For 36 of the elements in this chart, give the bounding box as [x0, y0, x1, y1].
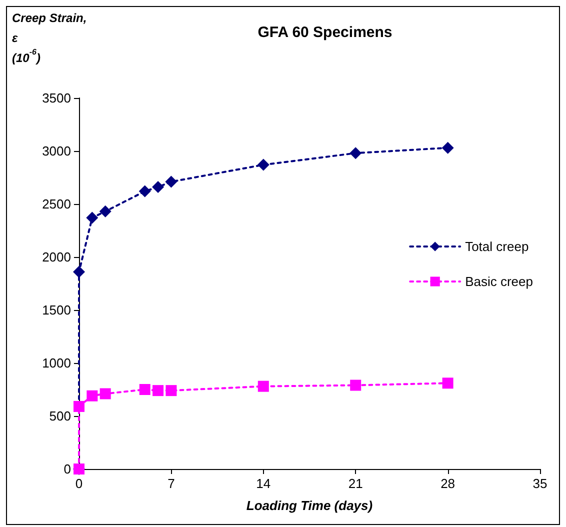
- point: [166, 385, 177, 396]
- x-axis-title: Loading Time (days): [246, 498, 373, 513]
- point: [86, 390, 98, 402]
- x-tick-label: 7: [168, 476, 175, 491]
- point: [100, 388, 111, 400]
- x-tick-label: 21: [348, 476, 363, 491]
- y-tick-label: 3500: [42, 90, 71, 106]
- y-tick-label: 3000: [42, 144, 71, 158]
- x-tick-label: 35: [532, 476, 548, 491]
- y-tick-label: 2500: [42, 196, 71, 212]
- x-tick-label: 0: [75, 476, 83, 491]
- chart-title: GFA 60 Specimens: [258, 24, 392, 41]
- point: [257, 158, 270, 171]
- y-tick-label: 1000: [42, 356, 71, 370]
- point: [350, 147, 362, 160]
- point: [442, 378, 454, 389]
- y-tick-label: 500: [49, 408, 71, 424]
- y-tick-label: 1500: [42, 302, 71, 318]
- legend-label: Basic creep: [465, 274, 533, 289]
- x-tick-label: 14: [256, 476, 271, 491]
- point: [99, 205, 112, 218]
- point: [258, 380, 269, 392]
- point: [442, 142, 454, 154]
- point: [350, 380, 362, 391]
- point: [139, 384, 150, 395]
- y-tick-label: 0: [64, 462, 71, 476]
- point: [86, 212, 98, 224]
- legend-label: Total creep: [465, 239, 529, 254]
- point: [165, 176, 178, 188]
- point: [152, 181, 164, 194]
- point: [152, 385, 164, 396]
- point: [138, 185, 151, 198]
- y-tick-label: 2000: [42, 250, 71, 264]
- point: [73, 266, 85, 278]
- point: [74, 400, 84, 412]
- x-tick-label: 28: [440, 476, 456, 491]
